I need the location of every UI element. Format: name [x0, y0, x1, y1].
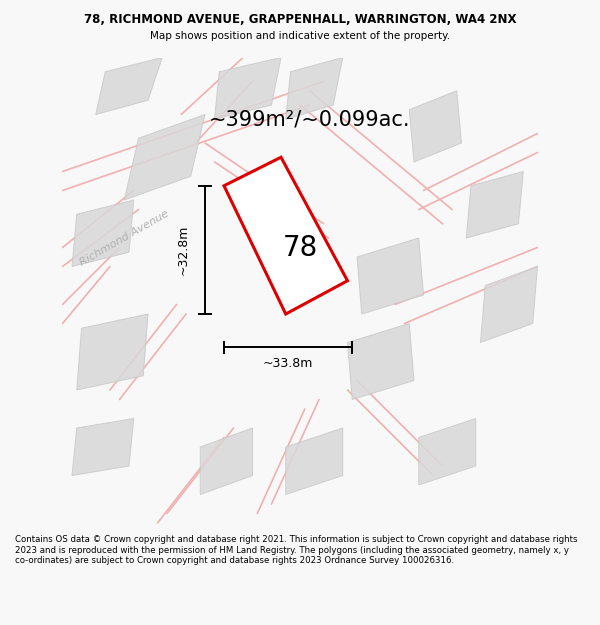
Polygon shape: [286, 428, 343, 494]
Polygon shape: [124, 114, 205, 200]
Text: Richmond Avenue: Richmond Avenue: [78, 208, 170, 268]
Polygon shape: [77, 314, 148, 390]
Text: ~32.8m: ~32.8m: [177, 224, 190, 275]
Polygon shape: [286, 58, 343, 119]
Polygon shape: [215, 58, 281, 119]
Polygon shape: [96, 58, 162, 114]
Polygon shape: [466, 171, 523, 238]
Text: ~399m²/~0.099ac.: ~399m²/~0.099ac.: [209, 109, 410, 129]
Polygon shape: [224, 158, 347, 314]
Polygon shape: [481, 266, 538, 342]
Text: 78: 78: [283, 234, 317, 261]
Polygon shape: [72, 419, 134, 476]
Polygon shape: [72, 200, 134, 266]
Text: 78, RICHMOND AVENUE, GRAPPENHALL, WARRINGTON, WA4 2NX: 78, RICHMOND AVENUE, GRAPPENHALL, WARRIN…: [84, 12, 516, 26]
Polygon shape: [419, 419, 476, 485]
Text: Contains OS data © Crown copyright and database right 2021. This information is : Contains OS data © Crown copyright and d…: [15, 535, 577, 565]
Polygon shape: [347, 324, 414, 399]
Polygon shape: [357, 238, 424, 314]
Polygon shape: [409, 91, 461, 162]
Polygon shape: [200, 428, 253, 494]
Text: ~33.8m: ~33.8m: [263, 357, 313, 371]
Text: Map shows position and indicative extent of the property.: Map shows position and indicative extent…: [150, 31, 450, 41]
